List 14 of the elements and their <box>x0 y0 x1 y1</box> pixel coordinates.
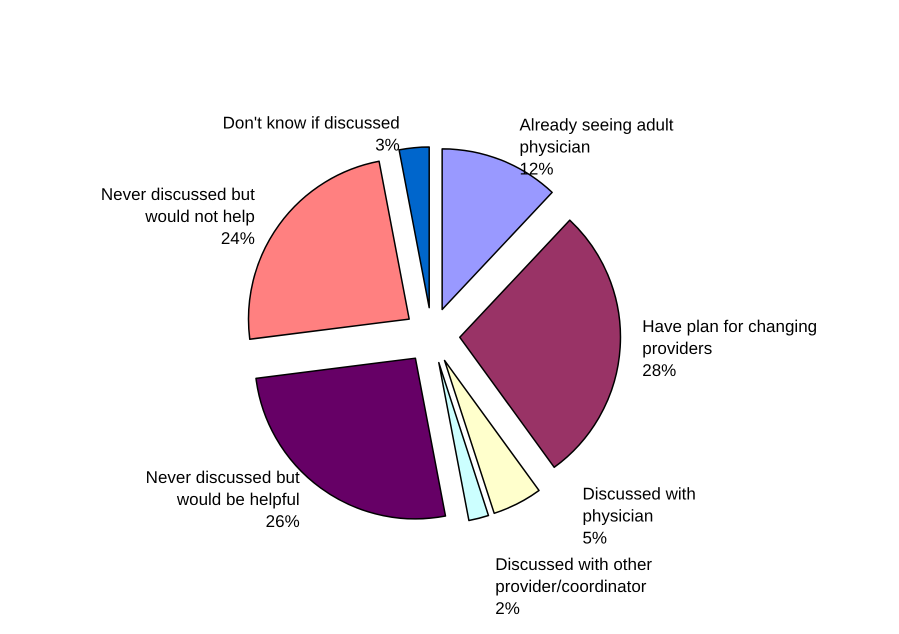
slice-label: Don't know if discussed <box>222 113 400 132</box>
data-label: 24% <box>220 228 255 248</box>
data-label: 3% <box>375 135 400 154</box>
data-label: 28% <box>642 360 676 380</box>
slice-label: Discussed with physician <box>582 484 696 526</box>
slice-label: Already seeing adult physician <box>519 116 674 157</box>
data-label: 2% <box>495 598 520 618</box>
slice-label: Never discussed but would not help <box>100 184 256 226</box>
data-label: 26% <box>266 512 300 532</box>
data-label: 5% <box>582 528 608 548</box>
slice-label: Never discussed but would be helpful <box>146 468 300 510</box>
data-label: 12% <box>519 160 554 179</box>
slice-label: Have plan for changing providers <box>642 316 818 358</box>
slice-label: Discussed with other provider/coordinator <box>495 554 652 596</box>
